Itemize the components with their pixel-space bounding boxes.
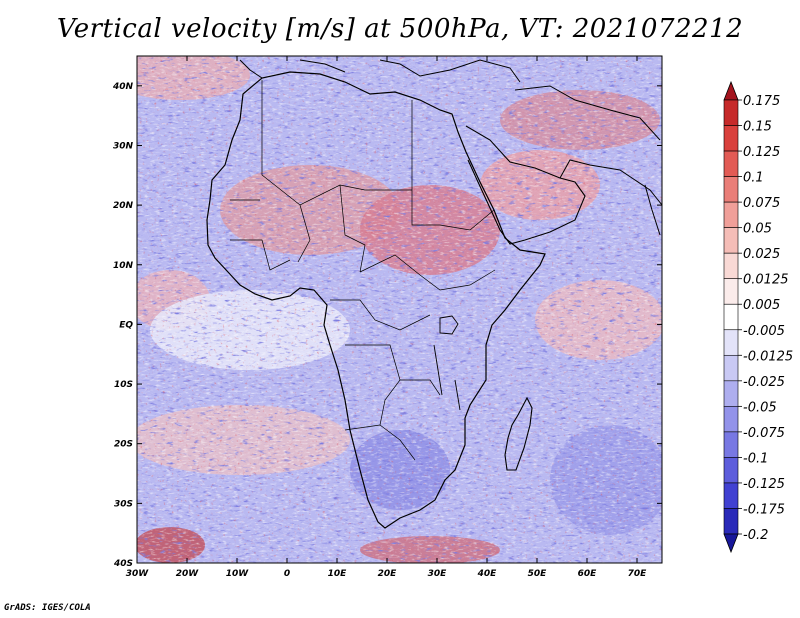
colorbar-bin [723, 533, 739, 554]
colorbar-bin [723, 278, 739, 305]
europe-coastline [239, 59, 521, 83]
colorbar-label: -0.005 [743, 324, 785, 339]
y-tick-label: 20S [114, 440, 133, 450]
colorbar-bin [723, 329, 739, 356]
colorbar-bin [723, 80, 739, 101]
grads-credit: GrADS: IGES/COLA [4, 603, 91, 613]
colorbar-bin [723, 406, 739, 433]
x-tick-label: 60E [578, 569, 598, 579]
x-tick-label: 20E [378, 569, 398, 579]
field-noise-white [137, 56, 662, 563]
iran-coastline [514, 85, 662, 206]
colorbar-label: 0.0125 [743, 273, 789, 288]
x-tick-label: 0 [284, 569, 290, 579]
country-borders [230, 80, 496, 461]
colorbar-bin [723, 380, 739, 407]
colorbar-bin [723, 354, 739, 382]
colorbar-label: -0.125 [743, 477, 785, 492]
colorbar-label: -0.175 [743, 502, 785, 517]
colorbar-bin [723, 252, 739, 280]
colorbar-label: 0.025 [743, 247, 780, 262]
colorbar-label: -0.05 [743, 400, 777, 415]
colorbar-label: 0.15 [743, 120, 772, 135]
colorbar-bin [723, 176, 739, 203]
x-tick-label: 50E [528, 569, 548, 579]
arabia-coastline [465, 125, 586, 245]
x-tick-label: 70E [628, 569, 648, 579]
x-tick-label: 10W [226, 569, 250, 579]
lake-victoria [439, 315, 459, 335]
y-tick-label: 10S [114, 380, 133, 390]
colorbar-label: -0.075 [743, 426, 785, 441]
colorbar-label: -0.025 [743, 375, 785, 390]
y-tick-label: 40N [112, 82, 134, 92]
x-axis: 30W 20W 10W 0 10E 20E 30E 40E 50E 60E 70E [126, 56, 647, 579]
colorbar-label: -0.1 [743, 451, 768, 466]
y-tick-label: 20N [113, 201, 134, 211]
colorbar-label: 0.1 [743, 171, 764, 186]
madagascar-coastline [504, 396, 533, 471]
colorbar: 0.175 0.15 0.125 0.1 0.075 0.05 0.025 0.0125 0.0… [723, 80, 793, 554]
colorbar-label: 0.005 [743, 298, 780, 313]
x-tick-label: 10E [328, 569, 348, 579]
india-coastline [644, 184, 661, 236]
colorbar-bin [723, 227, 739, 254]
colorbar-label: -0.0125 [743, 349, 793, 364]
colorbar-bin [723, 150, 739, 177]
x-tick-label: 20W [176, 569, 200, 579]
y-tick-label: 30S [114, 499, 133, 509]
x-tick-label: 30W [126, 569, 150, 579]
colorbar-bin [723, 431, 739, 458]
y-axis: 40N 30N 20N 10N EQ 10S 20S 30S 40S [112, 82, 662, 569]
rift-lakes [433, 344, 461, 411]
colorbar-bin [723, 125, 739, 152]
chart-title: Vertical velocity [m/s] at 500hPa, VT: 2… [56, 14, 744, 44]
colorbar-label: 0.075 [743, 196, 780, 211]
map-frame [136, 55, 663, 564]
colorbar-bin [723, 482, 739, 509]
colorbar-bin [723, 457, 739, 484]
colorbar-label: 0.175 [743, 94, 780, 109]
y-tick-label: 10N [113, 261, 134, 271]
colorbar-bin [723, 508, 739, 535]
x-tick-label: 30E [428, 569, 448, 579]
africa-coastline [206, 71, 546, 529]
map-panel [137, 56, 662, 563]
colorbar-label: 0.05 [743, 222, 772, 237]
colorbar-label: 0.125 [743, 145, 780, 160]
colorbar-bin [723, 303, 739, 331]
y-tick-label: 30N [113, 141, 134, 151]
y-tick-label: EQ [119, 320, 133, 330]
colorbar-label: -0.2 [743, 528, 768, 543]
colorbar-bin [723, 99, 739, 126]
colorbar-bin [723, 201, 739, 228]
y-tick-label: 40S [113, 559, 133, 569]
x-tick-label: 40E [477, 569, 498, 579]
